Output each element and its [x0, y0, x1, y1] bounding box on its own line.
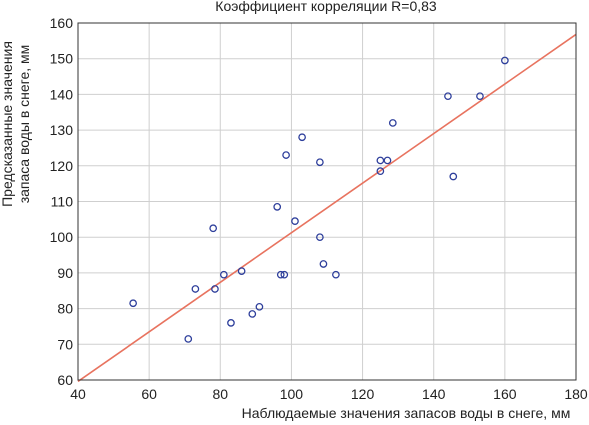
- data-point: [332, 270, 340, 279]
- data-point: [211, 285, 219, 293]
- x-tick-label: 180: [564, 386, 588, 402]
- y-tick-label: 120: [50, 158, 74, 174]
- data-point: [291, 217, 299, 225]
- data-point: [298, 133, 306, 142]
- x-tick-label: 140: [422, 386, 446, 402]
- data-point: [129, 299, 137, 308]
- data-point: [316, 158, 324, 167]
- x-tick-labels: 40 60 80 100 120 140 160 180: [70, 386, 588, 402]
- data-point: [280, 270, 289, 279]
- data-point: [273, 203, 282, 211]
- data-point: [184, 335, 193, 343]
- x-tick-label: 80: [212, 386, 228, 402]
- grid: [77, 22, 577, 381]
- data-point: [383, 156, 392, 165]
- data-point: [319, 260, 328, 268]
- data-point: [191, 285, 200, 293]
- data-point: [255, 302, 264, 311]
- data-point: [316, 233, 324, 242]
- data-point: [219, 270, 228, 279]
- y-tick-label: 90: [57, 265, 73, 281]
- x-tick-label: 60: [141, 386, 157, 402]
- plot-frame: [77, 22, 577, 381]
- data-point: [444, 92, 452, 101]
- data-point: [276, 270, 285, 279]
- data-point: [237, 267, 246, 275]
- data-point: [388, 119, 397, 127]
- y-tick-labels: 60 70 80 90 100 110 120 130 140 150 160: [50, 15, 74, 388]
- x-axis-label: Наблюдаемые значения запасов воды в снег…: [242, 405, 571, 421]
- data-point: [376, 167, 385, 176]
- y-axis-label: Предсказанные значения запаса воды в сне…: [0, 41, 32, 207]
- y-axis-label-line-2: запаса воды в снеге, мм: [16, 45, 32, 204]
- x-tick-label: 40: [70, 386, 86, 402]
- data-point: [209, 224, 218, 233]
- y-tick-label: 60: [57, 372, 73, 388]
- y-tick-label: 160: [50, 15, 74, 31]
- x-tick-label: 120: [351, 386, 375, 402]
- y-tick-label: 150: [50, 51, 74, 67]
- data-points: [129, 56, 509, 343]
- y-tick-label: 100: [50, 229, 74, 245]
- chart-title: Коэффициент корреляции R=0,83: [215, 0, 437, 14]
- data-point: [501, 56, 509, 65]
- data-point: [282, 151, 290, 159]
- y-tick-label: 110: [51, 194, 74, 210]
- x-tick-label: 100: [280, 386, 304, 402]
- data-point: [227, 319, 235, 327]
- y-tick-label: 70: [57, 336, 73, 352]
- data-point: [376, 156, 385, 165]
- y-tick-label: 140: [50, 86, 74, 102]
- regression-line-group: [77, 33, 577, 383]
- data-point: [248, 310, 257, 318]
- x-tick-label: 160: [493, 386, 517, 402]
- data-point: [449, 172, 458, 181]
- y-tick-label: 80: [57, 301, 73, 317]
- regression-line: [77, 33, 577, 383]
- y-axis-label-line-1: Предсказанные значения: [0, 41, 15, 207]
- y-tick-label: 130: [50, 122, 74, 138]
- data-point: [476, 92, 484, 101]
